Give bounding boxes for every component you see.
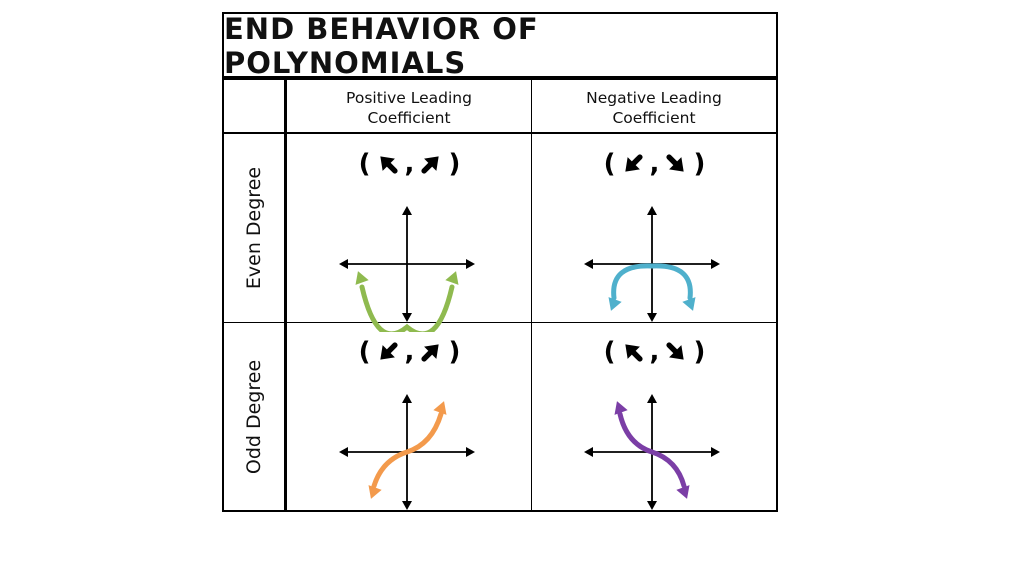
down-right-arrow-icon [666,342,685,360]
curve-arrowhead [433,401,447,415]
polynomial-curve [617,411,687,489]
end-behavior-notation: (,) [287,332,532,372]
curve-arrowhead [676,485,690,499]
axis-arrowhead [584,259,593,269]
down-left-arrow-icon [379,342,398,360]
column-header-negative: Negative Leading Coefficient [532,84,776,132]
axis-arrowhead [584,447,593,457]
comma: , [649,337,660,367]
table-title: END BEHAVIOR OF POLYNOMIALS [224,12,539,80]
comma: , [649,149,660,179]
axis-arrowhead [339,259,348,269]
end-behavior-notation: (,) [287,144,532,184]
polynomial-curve [611,263,693,301]
polynomial-curve [371,411,444,489]
polynomial-curve [359,284,455,332]
column-header-line2: Coefficient [612,109,696,127]
polynomial-graph-odd-down [584,394,720,510]
down-right-arrow-icon [666,154,685,172]
end-behavior-notation: (,) [532,144,777,184]
axis-arrowhead [647,394,657,403]
curve-arrowhead [608,297,622,311]
close-paren: ) [693,337,706,367]
axis-arrowhead [339,447,348,457]
axis-arrowhead [466,259,475,269]
open-paren: ( [603,337,616,367]
curve-arrowhead [614,401,628,415]
curve-arrowhead [355,271,369,285]
axis-arrowhead [711,447,720,457]
comma: , [404,149,415,179]
row-divider [224,322,776,323]
column-header-line2: Coefficient [367,109,451,127]
header-divider [224,132,776,134]
up-right-arrow-icon [421,344,440,362]
close-paren: ) [448,149,461,179]
row-header-label: Even Degree [243,166,265,290]
title-divider [224,76,776,80]
open-paren: ( [358,337,371,367]
curve-arrowhead [368,485,382,499]
close-paren: ) [693,149,706,179]
axis-arrowhead [402,206,412,215]
column-divider [531,80,532,510]
close-paren: ) [448,337,461,367]
column-header-positive: Positive Leading Coefficient [287,84,531,132]
axis-arrowhead [647,206,657,215]
axis-arrowhead [466,447,475,457]
polynomial-graph-even-up [339,206,475,332]
column-header-line1: Negative Leading [586,89,722,107]
end-behavior-table: END BEHAVIOR OF POLYNOMIALS Positive Lea… [222,12,778,512]
up-right-arrow-icon [421,156,440,174]
axis-arrowhead [647,313,657,322]
down-left-arrow-icon [624,154,643,172]
axis-arrowhead [402,501,412,510]
polynomial-graph-even-down [584,206,720,322]
row-header-label: Odd Degree [243,359,265,474]
end-behavior-notation: (,) [532,332,777,372]
axis-arrowhead [711,259,720,269]
up-left-arrow-icon [624,344,643,362]
open-paren: ( [603,149,616,179]
column-header-line1: Positive Leading [346,89,472,107]
axis-arrowhead [402,394,412,403]
up-left-arrow-icon [379,156,398,174]
row-header-divider [284,80,287,510]
comma: , [404,337,415,367]
curve-arrowhead [682,297,696,311]
polynomial-graph-odd-up [339,394,475,510]
row-header-even: Even Degree [224,134,284,322]
row-header-odd: Odd Degree [224,323,284,510]
open-paren: ( [358,149,371,179]
axis-arrowhead [647,501,657,510]
axis-arrowhead [402,313,412,322]
curve-arrowhead [445,271,459,285]
